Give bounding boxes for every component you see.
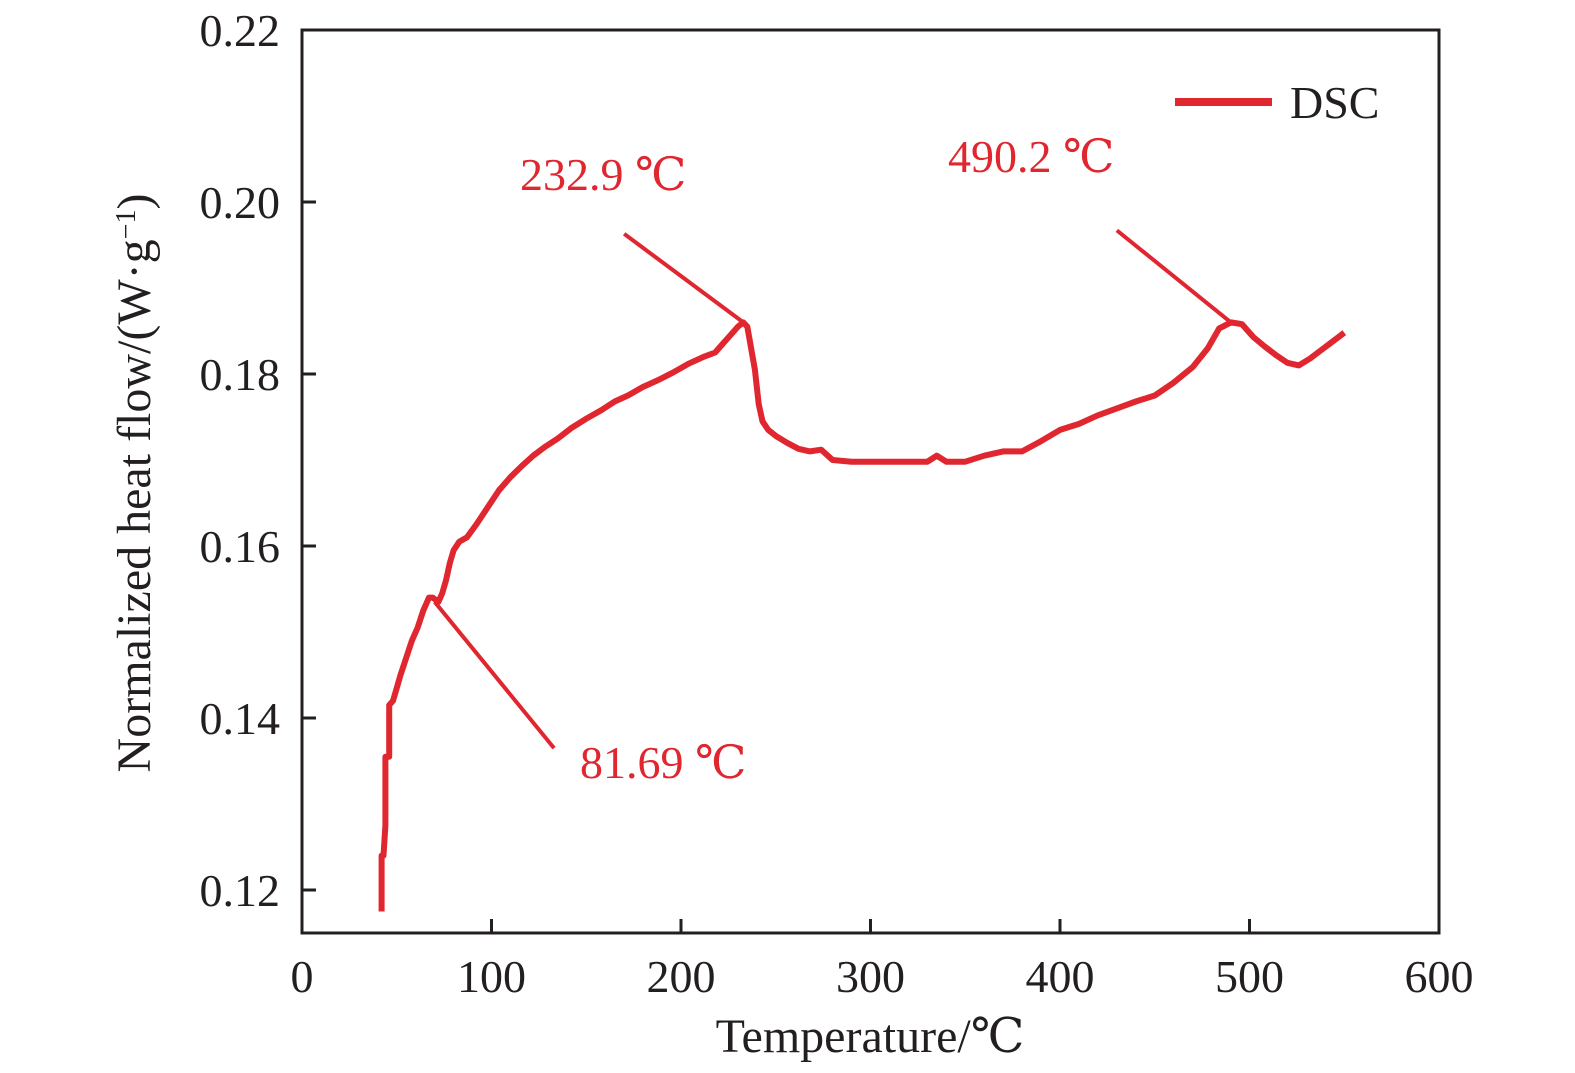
x-tick-label: 300: [836, 951, 905, 1002]
annotation-label: 490.2 ℃: [948, 131, 1114, 182]
x-tick-label: 500: [1215, 951, 1284, 1002]
legend: DSC: [1175, 77, 1379, 128]
annotation-label: 81.69 ℃: [580, 737, 746, 788]
y-tick-label: 0.16: [200, 521, 281, 572]
annotation-leader-line: [433, 600, 556, 750]
x-tick-label: 600: [1405, 951, 1474, 1002]
x-axis: 0 100 200 300 400 500 600: [291, 919, 1474, 1002]
annotation-label: 232.9 ℃: [520, 149, 686, 200]
y-axis-title-superscript: −1: [111, 210, 142, 240]
y-axis-title: Normalized heat flow/(W·g−1): [108, 194, 161, 773]
series-layer: [378, 319, 1347, 912]
legend-label-dsc: DSC: [1290, 77, 1379, 128]
x-tick-label: 0: [291, 951, 314, 1002]
x-tick-label: 200: [647, 951, 716, 1002]
plot-frame: [300, 28, 1441, 935]
x-tick-label: 100: [457, 951, 526, 1002]
annotation-leader-line: [622, 232, 745, 325]
x-axis-title: Temperature/℃: [716, 1010, 1025, 1063]
annotation-leader-line: [1115, 228, 1233, 324]
y-tick-label: 0.18: [200, 349, 281, 400]
y-tick-label: 0.12: [200, 865, 281, 916]
y-tick-label: 0.14: [200, 693, 281, 744]
y-tick-label: 0.22: [200, 5, 281, 56]
y-tick-label: 0.20: [200, 177, 281, 228]
y-axis: 0.12 0.14 0.16 0.18 0.20 0.22: [200, 5, 316, 916]
series-line-dsc: [378, 319, 1347, 912]
x-tick-label: 400: [1026, 951, 1095, 1002]
y-axis-title-main: Normalized heat flow/(W·g: [108, 239, 161, 772]
y-axis-title-close: ): [108, 194, 161, 210]
annotations: 81.69 ℃ 232.9 ℃ 490.2 ℃: [433, 131, 1233, 788]
